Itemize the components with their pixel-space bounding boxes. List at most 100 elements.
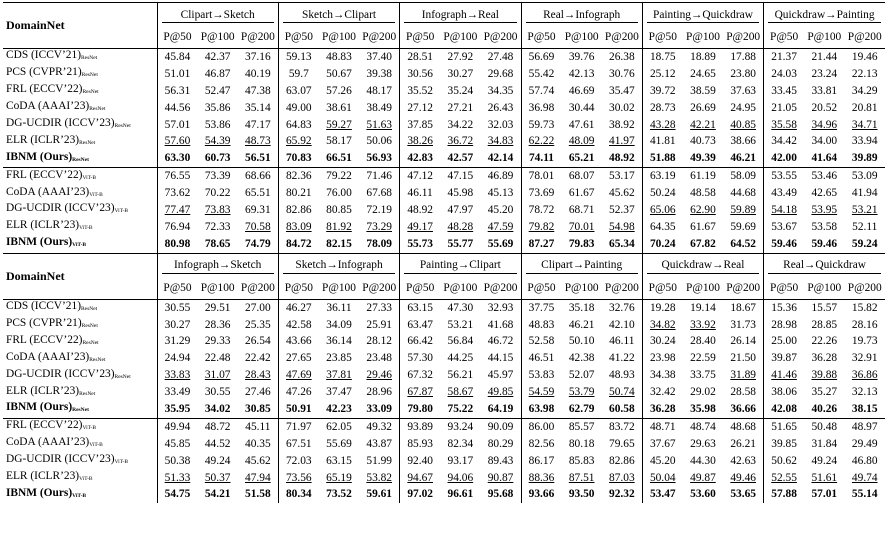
value-cell: 67.82 xyxy=(683,236,723,253)
value: 42.58 xyxy=(285,318,312,331)
value: 29.68 xyxy=(487,67,514,80)
value-cell: 83.09 xyxy=(278,219,318,236)
method-cell: CoDA (AAAI’23)ViT-B xyxy=(3,435,158,453)
metric-header: P@50 xyxy=(406,281,435,294)
value-cell: 52.07 xyxy=(561,367,601,384)
value: 27.48 xyxy=(487,50,514,63)
value-cell: 56.31 xyxy=(157,83,197,100)
value-cell: 35.18 xyxy=(561,298,602,317)
value: 38.66 xyxy=(730,135,756,148)
value-cell: 55.73 xyxy=(400,236,440,253)
table-row: DG-UCDIR (ICCV’23)ResNet 57.01 53.86 47.17 6… xyxy=(3,116,885,134)
value: 54.18 xyxy=(771,203,797,216)
value-cell: 94.67 xyxy=(400,470,440,487)
metric-header: P@200 xyxy=(601,27,643,49)
value-cell: 29.02 xyxy=(683,384,723,401)
value-cell: 35.27 xyxy=(804,384,844,401)
value-cell: 59.13 xyxy=(278,47,319,66)
value-cell: 53.17 xyxy=(601,167,643,186)
value: 54.39 xyxy=(204,135,231,148)
value: 35.14 xyxy=(245,101,271,114)
value-cell: 46.51 xyxy=(521,350,561,367)
value: 48.83 xyxy=(326,50,352,63)
value-cell: 63.15 xyxy=(319,453,359,470)
value-cell: 47.38 xyxy=(237,82,279,100)
table-row: DG-UCDIR (ICCV’23)ViT-B 50.38 49.24 45.62 72… xyxy=(3,452,885,470)
value: 94.06 xyxy=(447,471,474,484)
value-cell: 54.39 xyxy=(197,133,237,150)
method-name: ELR (ICLR’23) xyxy=(6,219,80,232)
value-cell: 31.07 xyxy=(197,367,237,384)
value-cell: 27.00 xyxy=(237,298,279,317)
method-cell: CDS (ICCV’21)ResNet xyxy=(3,47,158,66)
metric-header: P@100 xyxy=(443,31,478,43)
value: 37.63 xyxy=(730,84,756,97)
method-name: DG-UCDIR (ICCV’23) xyxy=(6,117,115,129)
value: 42.38 xyxy=(568,352,595,365)
value-cell: 47.97 xyxy=(440,202,480,219)
value-cell: 76.94 xyxy=(157,219,197,236)
value: 50.24 xyxy=(649,187,676,200)
value: 57.01 xyxy=(164,118,191,131)
value: 30.02 xyxy=(609,101,635,114)
value-cell: 35.95 xyxy=(157,401,197,418)
value: 57.60 xyxy=(164,135,191,148)
value: 59.73 xyxy=(528,118,555,131)
value-cell: 47.69 xyxy=(278,367,318,384)
value: 53.82 xyxy=(366,471,393,484)
value: 67.82 xyxy=(690,237,716,250)
value: 55.14 xyxy=(851,488,878,501)
value-cell: 29.33 xyxy=(197,333,237,350)
value: 64.52 xyxy=(730,237,756,250)
value: 46.69 xyxy=(568,84,595,97)
value: 92.32 xyxy=(609,488,635,501)
value: 63.15 xyxy=(326,454,352,467)
value-cell: 40.73 xyxy=(683,133,723,150)
value-cell: 45.11 xyxy=(237,417,279,436)
value-cell: 83.72 xyxy=(601,417,643,436)
value-cell: 42.10 xyxy=(601,316,643,334)
value-cell: 50.91 xyxy=(278,401,318,418)
value: 56.21 xyxy=(447,369,474,382)
value-cell: 89.43 xyxy=(480,452,522,470)
value-cell: 45.62 xyxy=(237,452,279,470)
value: 65.51 xyxy=(245,187,271,200)
value-cell: 23.48 xyxy=(359,350,401,368)
value: 49.85 xyxy=(487,386,514,399)
value-cell: 85.83 xyxy=(561,453,601,470)
value: 42.37 xyxy=(204,50,231,63)
value: 42.10 xyxy=(609,318,635,331)
value-cell: 34.83 xyxy=(480,133,522,151)
value-cell: 27.33 xyxy=(359,298,401,317)
value-cell: 40.19 xyxy=(237,65,279,83)
value: 70.24 xyxy=(649,237,676,250)
value: 63.19 xyxy=(649,170,676,183)
value: 50.04 xyxy=(649,471,676,484)
value: 39.72 xyxy=(649,84,676,97)
value: 22.48 xyxy=(204,352,231,365)
value-cell: 47.59 xyxy=(480,218,522,236)
value-cell: 46.89 xyxy=(480,167,522,186)
value: 48.28 xyxy=(447,220,474,233)
task-header: Quickdraw→Real xyxy=(642,252,765,278)
value-cell: 37.81 xyxy=(319,367,359,384)
value-cell: 66.42 xyxy=(400,333,440,350)
value: 87.51 xyxy=(568,471,595,484)
value: 26.69 xyxy=(690,101,716,114)
value: 46.72 xyxy=(487,335,514,348)
value-cell: 65.51 xyxy=(237,185,279,203)
value-cell: 79.22 xyxy=(318,167,360,186)
backbone-label: ViT-B xyxy=(82,425,96,432)
value: 44.56 xyxy=(164,101,191,114)
value: 47.15 xyxy=(447,170,474,183)
value: 48.93 xyxy=(609,369,635,382)
value: 87.03 xyxy=(609,471,635,484)
method-name: IBNM (Ours) xyxy=(6,486,73,499)
method-name: ELR (ICLR’23) xyxy=(6,384,80,397)
value: 22.26 xyxy=(811,335,838,348)
value: 80.34 xyxy=(285,488,312,501)
value-cell: 53.60 xyxy=(683,486,723,503)
method-name: PCS (CVPR’21) xyxy=(6,66,82,79)
value-cell: 43.87 xyxy=(359,435,401,453)
value-cell: 57.26 xyxy=(319,83,359,100)
